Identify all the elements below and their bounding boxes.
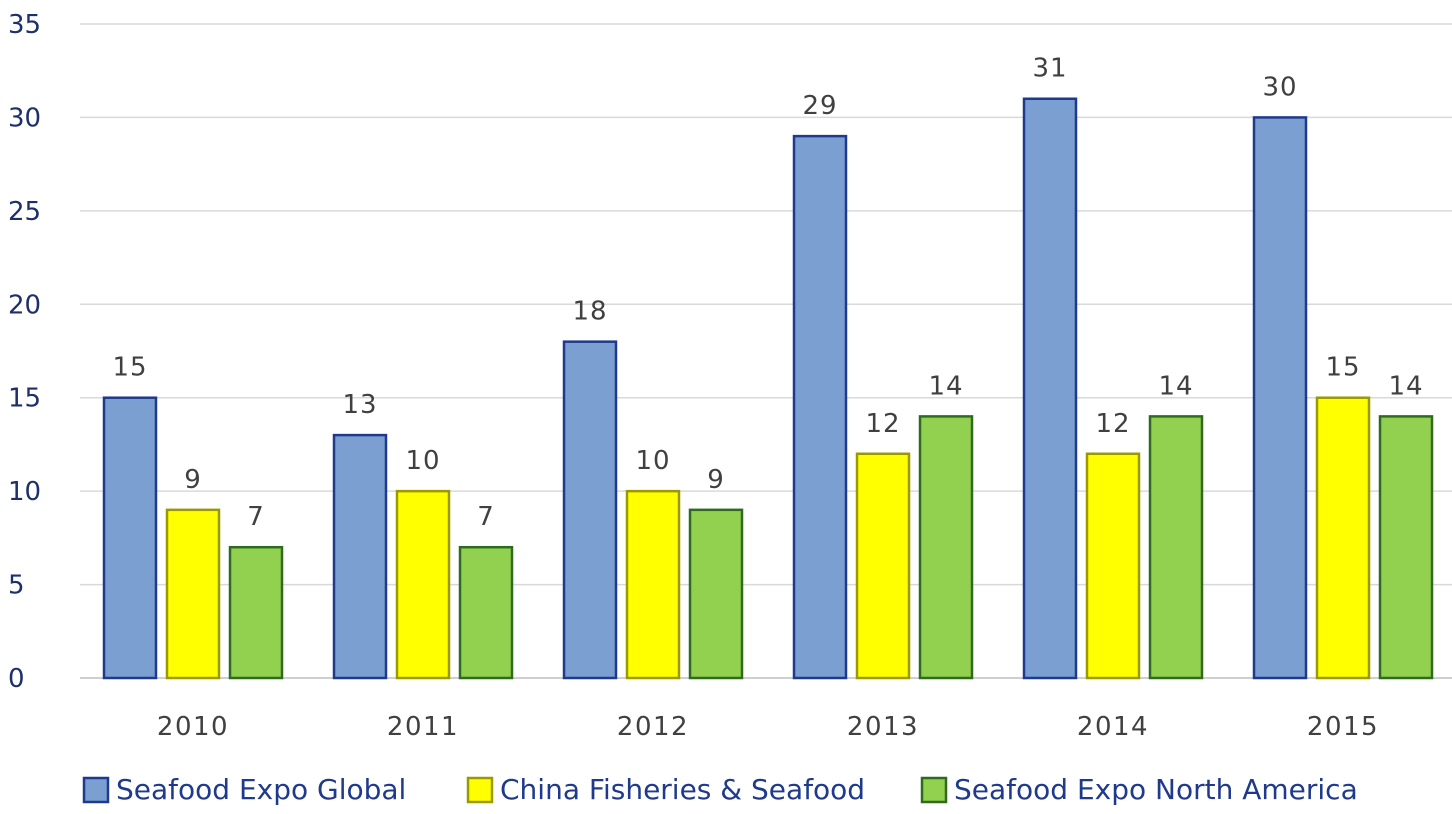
- bar-2012-series-2: [688, 508, 744, 680]
- x-axis-ticks: 2010 2011 2012 2013 2014 2015: [157, 712, 1379, 742]
- y-tick-label: 20: [8, 290, 41, 320]
- data-label: 14: [1388, 371, 1423, 401]
- bar-2011-series-2: [458, 545, 514, 680]
- data-label: 15: [112, 353, 147, 383]
- legend-swatch-series-2: [920, 776, 948, 804]
- bar-2013-series-1: [855, 452, 911, 680]
- x-tick-label: 2013: [847, 712, 919, 742]
- y-tick-label: 10: [8, 477, 41, 507]
- bar-2011-series-0: [332, 433, 388, 680]
- bar-2010-series-2: [228, 545, 284, 680]
- legend-label: China Fisheries & Seafood: [500, 773, 865, 806]
- legend-label: Seafood Expo North America: [954, 773, 1358, 806]
- legend-label: Seafood Expo Global: [116, 773, 406, 806]
- y-tick-label: 5: [8, 571, 25, 601]
- x-tick-label: 2012: [617, 712, 689, 742]
- data-label: 7: [477, 502, 495, 532]
- data-label: 10: [405, 446, 440, 476]
- bar-2011-series-1: [395, 489, 451, 680]
- data-label: 15: [1325, 353, 1360, 383]
- data-label: 12: [1095, 409, 1130, 439]
- legend-swatch-series-0: [82, 776, 110, 804]
- legend-swatch-series-1: [466, 776, 494, 804]
- bar-2015-series-2: [1378, 415, 1434, 680]
- data-label: 14: [928, 371, 963, 401]
- data-label: 7: [247, 502, 265, 532]
- bar-2014-series-2: [1148, 415, 1204, 680]
- data-label: 29: [802, 91, 837, 121]
- bar-2014-series-1: [1085, 452, 1141, 680]
- bar-2013-series-0: [792, 134, 848, 680]
- data-label: 9: [184, 465, 202, 495]
- data-label: 18: [572, 297, 607, 327]
- y-tick-label: 30: [8, 103, 41, 133]
- y-tick-label: 0: [8, 664, 25, 694]
- data-labels: 15 9 7 13 10 7 18 10 9 29 12 14 31 12 14 30 15 14: [112, 54, 1423, 532]
- data-label: 10: [635, 446, 670, 476]
- bar-2012-series-0: [562, 340, 618, 680]
- y-axis-ticks: 0 5 10 15 20 25 30 35: [8, 10, 41, 694]
- data-label: 31: [1032, 54, 1067, 84]
- bar-2015-series-1: [1315, 396, 1371, 680]
- bars: [102, 97, 1434, 680]
- y-tick-label: 35: [8, 10, 41, 40]
- x-tick-label: 2014: [1077, 712, 1149, 742]
- x-tick-label: 2011: [387, 712, 459, 742]
- gridlines: [80, 23, 1452, 679]
- x-tick-label: 2015: [1307, 712, 1379, 742]
- x-tick-label: 2010: [157, 712, 229, 742]
- bar-2010-series-0: [102, 396, 158, 680]
- bar-2010-series-1: [165, 508, 221, 680]
- bar-2014-series-0: [1022, 97, 1078, 680]
- bar-2015-series-0: [1252, 116, 1308, 680]
- y-tick-label: 15: [8, 384, 41, 414]
- data-label: 13: [342, 390, 377, 420]
- data-label: 30: [1262, 72, 1297, 102]
- data-label: 12: [865, 409, 900, 439]
- legend: Seafood Expo Global China Fisheries & Sea…: [82, 773, 1358, 806]
- y-tick-label: 25: [8, 197, 41, 227]
- bar-2012-series-1: [625, 489, 681, 680]
- data-label: 9: [707, 465, 725, 495]
- data-label: 14: [1158, 371, 1193, 401]
- bar-2013-series-2: [918, 415, 974, 680]
